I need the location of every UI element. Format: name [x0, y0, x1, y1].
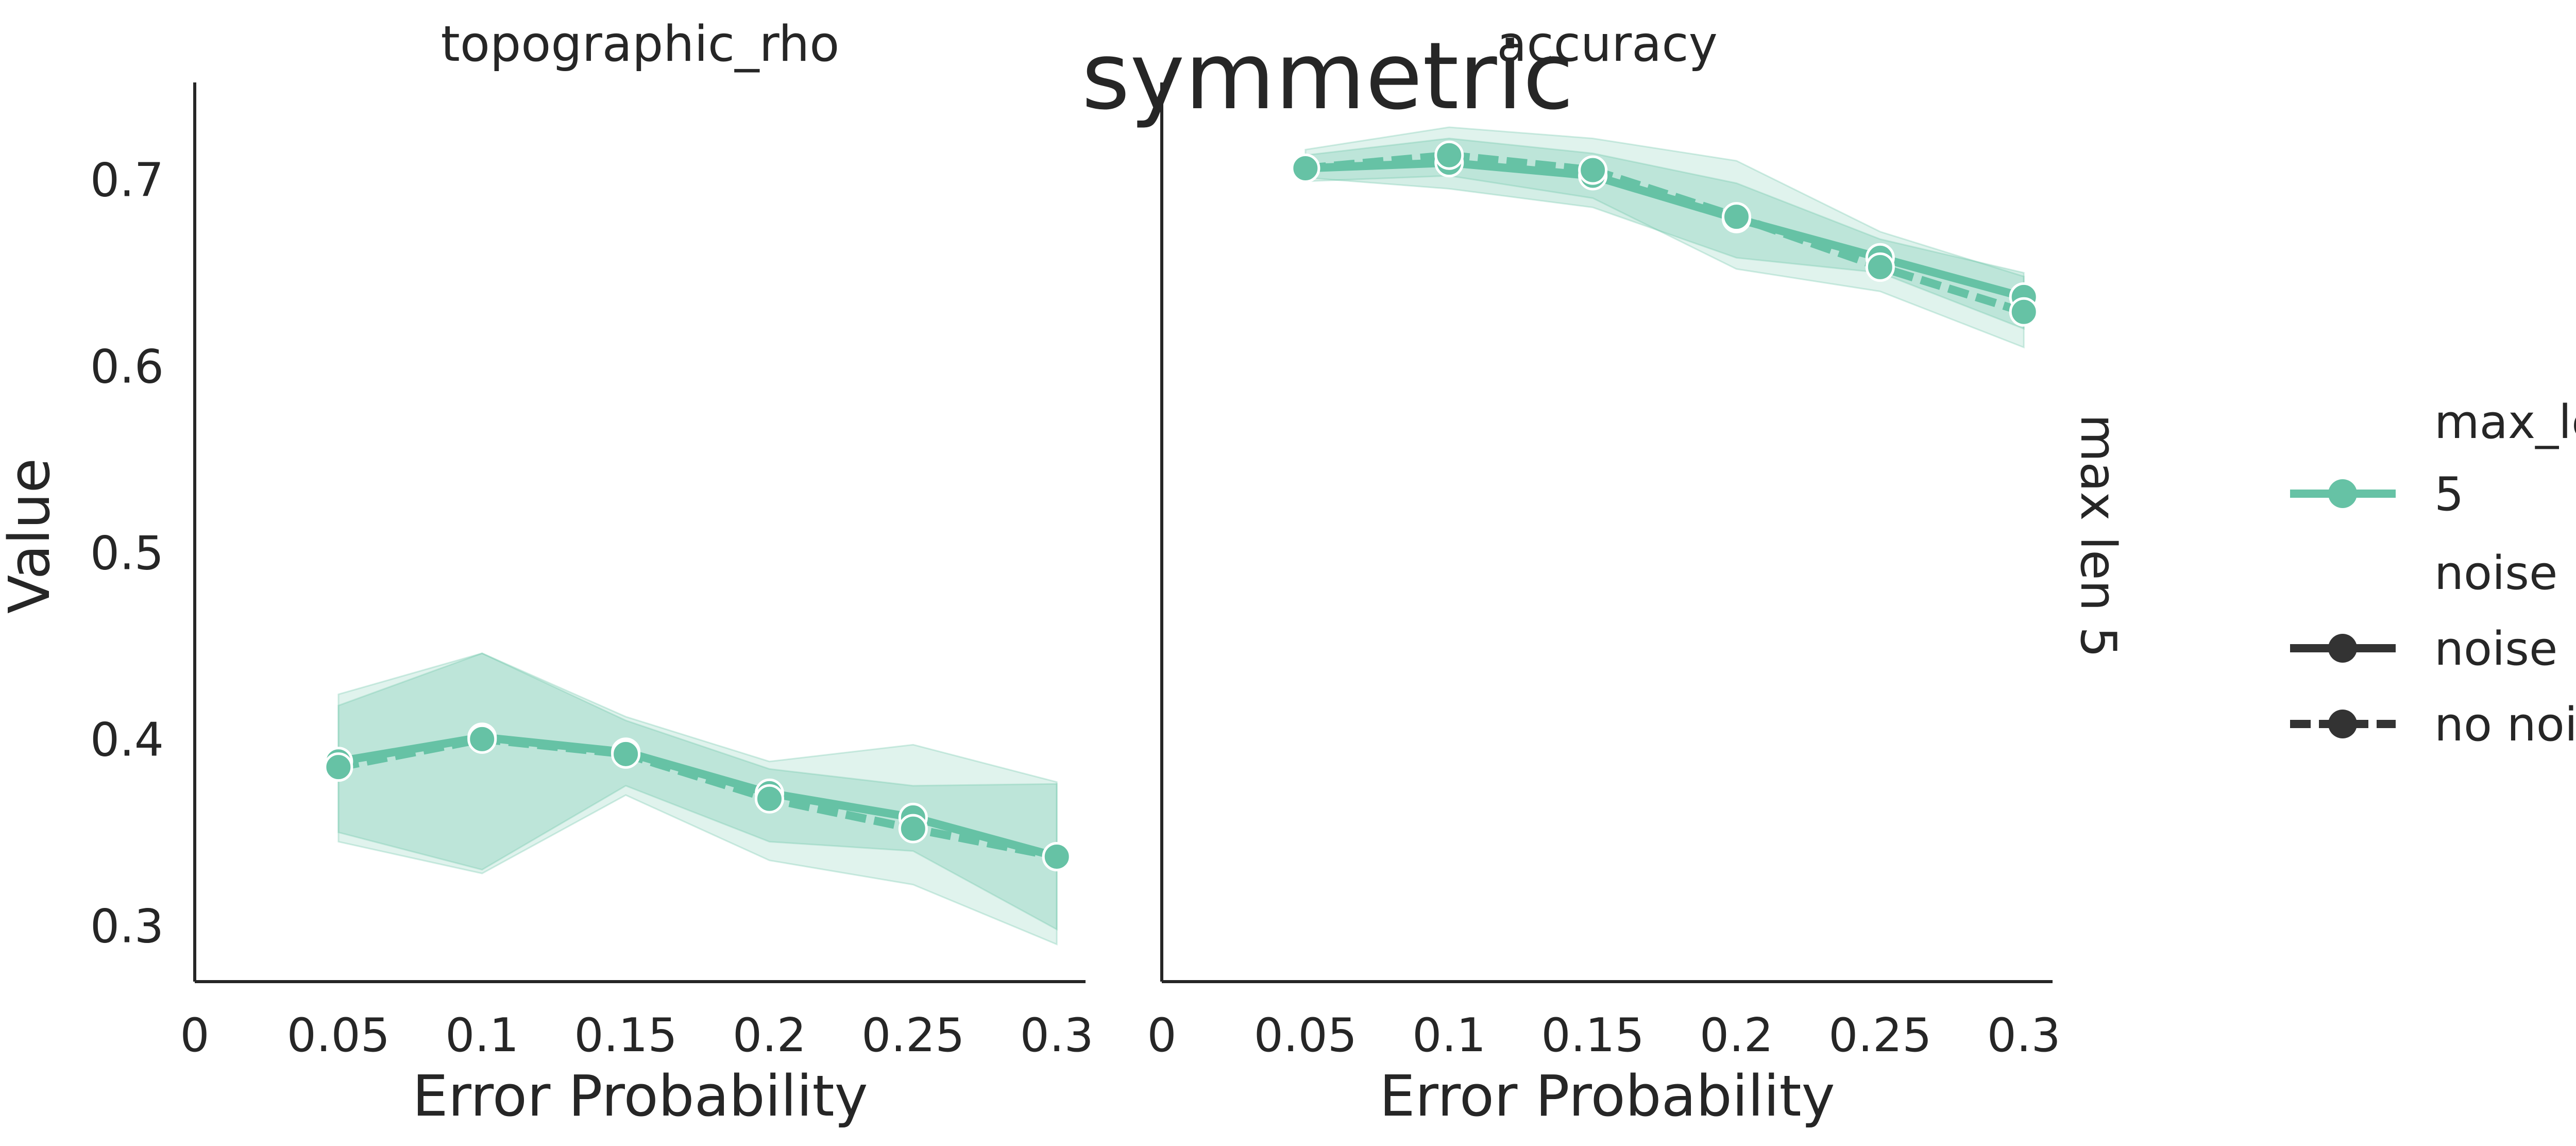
- legend-style-solid-marker: [2328, 634, 2357, 663]
- legend-style-title: noise: [2434, 546, 2557, 600]
- x-tick-label: 0: [180, 1008, 209, 1063]
- x-tick-label: 0.05: [1254, 1008, 1357, 1063]
- data-point-no-noise: [324, 752, 353, 782]
- x-tick-label: 0.1: [445, 1008, 519, 1063]
- x-tick-label: 0.15: [1541, 1008, 1644, 1063]
- data-point-no-noise: [2009, 297, 2039, 327]
- panel-accuracy: accuracy 0 0.05 0.1 0.15 0.2 0.25 0.3 Error Prob…: [1147, 16, 2060, 1129]
- x-tick-label: 0.15: [574, 1008, 677, 1063]
- x-tick-label: 0.1: [1412, 1008, 1486, 1063]
- panel-topographic-rho: topographic_rho 0 0.05 0.1 0.15 0.2 0.25 0.3 Err…: [90, 16, 1094, 1129]
- data-point-no-noise: [1721, 202, 1751, 232]
- legend: max_len 5 noise noise no noise: [2290, 395, 2576, 752]
- legend-hue-entry-5: 5: [2434, 467, 2464, 521]
- x-tick-label: 0.25: [861, 1008, 964, 1063]
- legend-style-dashed-marker: [2328, 710, 2357, 738]
- legend-style-entry-noise: noise: [2434, 622, 2557, 676]
- data-point-no-noise: [898, 814, 928, 844]
- data-point-no-noise: [1291, 154, 1320, 183]
- x-tick-label: 0.2: [1700, 1008, 1773, 1063]
- data-point-no-noise: [1865, 252, 1895, 282]
- legend-style-entry-no-noise: no noise: [2434, 698, 2576, 752]
- x-tick-label: 0.3: [1020, 1008, 1094, 1063]
- y-tick-label: 0.6: [90, 340, 164, 394]
- panel-title: accuracy: [1497, 16, 1718, 73]
- x-tick-label: 0.2: [733, 1008, 806, 1063]
- data-point-no-noise: [754, 784, 784, 814]
- figure-title: symmetric: [1081, 23, 1573, 130]
- ci-band-noise: [337, 652, 1058, 931]
- ci-band-no-noise: [337, 652, 1058, 946]
- x-axis-label: Error Probability: [1379, 1063, 1835, 1129]
- data-point-no-noise: [467, 724, 497, 754]
- data-point-no-noise: [1578, 155, 1608, 185]
- legend-hue-marker: [2328, 479, 2357, 508]
- data-point-no-noise: [1434, 140, 1464, 170]
- x-axis-label: Error Probability: [412, 1063, 868, 1129]
- legend-hue-title: max_len: [2434, 395, 2576, 449]
- y-tick-label: 0.3: [90, 899, 164, 953]
- x-tick-label: 0: [1147, 1008, 1176, 1063]
- panel-title: topographic_rho: [441, 16, 840, 73]
- series-line-no-noise: [337, 735, 1058, 861]
- y-tick-label: 0.4: [90, 713, 164, 767]
- y-axis-label: Value: [0, 458, 62, 614]
- row-facet-label: max len 5: [2070, 414, 2126, 658]
- y-tick-label: 0.7: [90, 153, 164, 207]
- series-line-no-noise: [1305, 151, 2025, 316]
- data-point-no-noise: [1042, 841, 1072, 871]
- ci-band-noise: [1304, 138, 2025, 330]
- y-tick-label: 0.5: [90, 526, 164, 580]
- x-tick-label: 0.3: [1987, 1008, 2061, 1063]
- x-tick-label: 0.25: [1828, 1008, 1931, 1063]
- data-point-no-noise: [611, 739, 641, 769]
- x-tick-label: 0.05: [287, 1008, 390, 1063]
